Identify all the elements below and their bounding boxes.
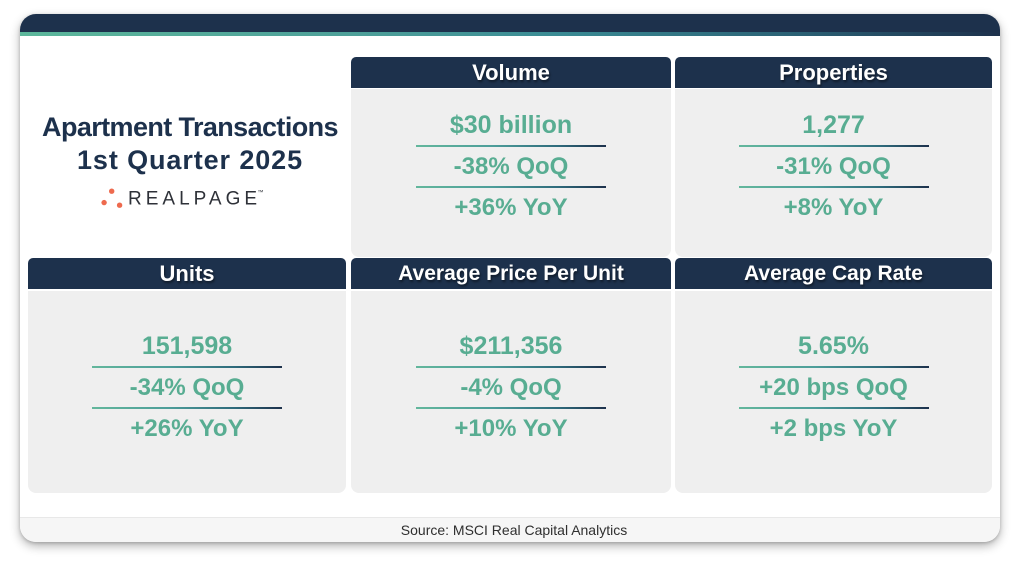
svg-text:™: ™ bbox=[258, 189, 264, 196]
svg-text:REALPAGE: REALPAGE bbox=[128, 188, 261, 208]
